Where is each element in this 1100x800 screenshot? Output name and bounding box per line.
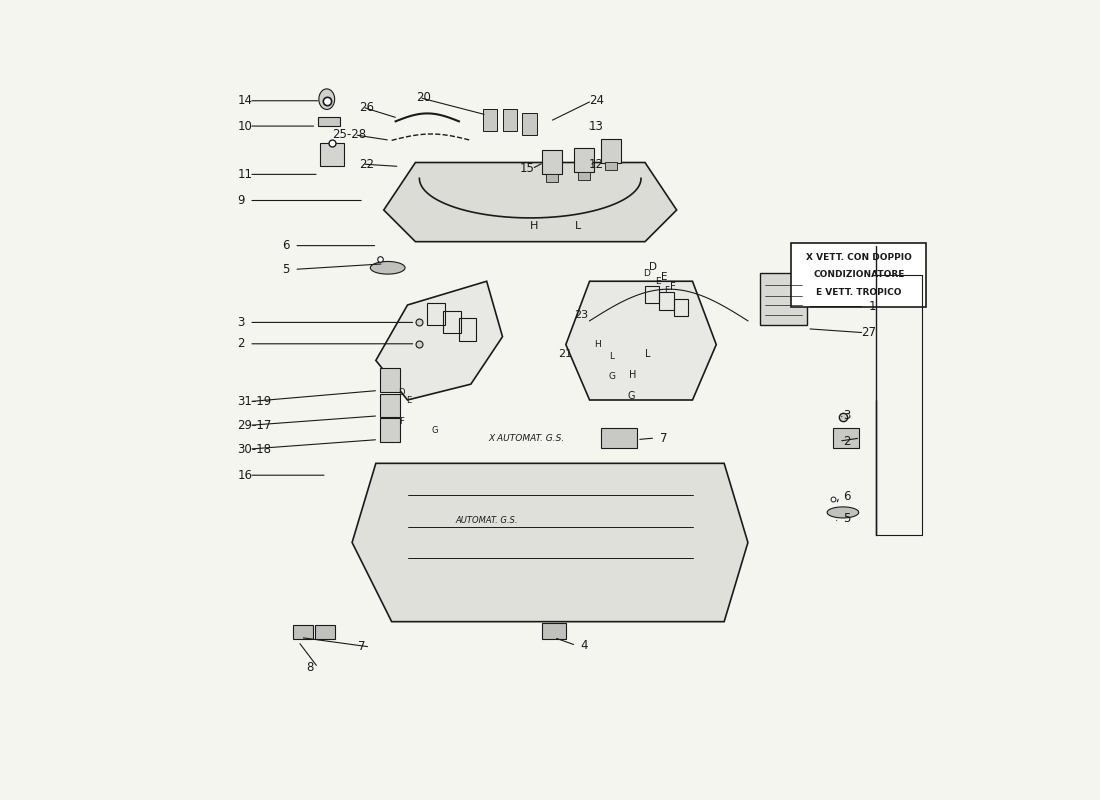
Text: F: F — [670, 282, 676, 292]
Text: E: E — [654, 277, 660, 286]
Text: 11: 11 — [238, 168, 252, 181]
Text: CONDIZIONATORE: CONDIZIONATORE — [813, 270, 904, 279]
Text: 31-19: 31-19 — [238, 395, 272, 408]
Text: 5: 5 — [844, 512, 850, 526]
Bar — [645, 286, 659, 303]
Text: E: E — [407, 395, 411, 405]
Text: 30-18: 30-18 — [238, 442, 272, 455]
Text: E VETT. TROPICO: E VETT. TROPICO — [816, 288, 902, 297]
Polygon shape — [352, 463, 748, 622]
Text: 6: 6 — [844, 490, 850, 503]
Text: L: L — [645, 349, 650, 359]
Bar — [320, 142, 344, 166]
Text: D: D — [398, 387, 405, 397]
Polygon shape — [376, 282, 503, 400]
Text: 9: 9 — [238, 194, 245, 207]
Text: 4: 4 — [581, 639, 589, 652]
Bar — [379, 394, 399, 418]
Text: 24: 24 — [588, 94, 604, 107]
Polygon shape — [384, 162, 676, 242]
Text: G: G — [628, 391, 635, 401]
Text: 6: 6 — [283, 239, 290, 252]
Bar — [315, 625, 334, 639]
Text: AUTOMAT. G.S.: AUTOMAT. G.S. — [455, 516, 518, 525]
Text: 5: 5 — [283, 263, 289, 276]
Text: H: H — [530, 221, 538, 231]
Text: 26: 26 — [360, 101, 374, 114]
Bar — [459, 318, 476, 341]
Bar — [318, 117, 340, 126]
Bar — [673, 298, 688, 316]
Text: 1: 1 — [869, 300, 877, 313]
Text: 20: 20 — [417, 91, 431, 104]
Text: G: G — [432, 426, 439, 434]
Text: 23: 23 — [574, 310, 587, 319]
Bar — [427, 302, 444, 325]
Bar — [293, 625, 312, 639]
Text: 25-28: 25-28 — [332, 128, 366, 142]
Bar — [522, 113, 537, 134]
Text: 15: 15 — [520, 162, 535, 175]
Bar — [443, 310, 461, 333]
Polygon shape — [371, 262, 405, 274]
Text: 16: 16 — [238, 469, 252, 482]
Text: L: L — [609, 352, 614, 361]
Text: 27: 27 — [861, 326, 877, 339]
Bar — [602, 428, 637, 447]
Text: 2: 2 — [238, 338, 245, 350]
Bar — [483, 109, 497, 131]
Text: 3: 3 — [844, 410, 850, 422]
Bar — [659, 292, 673, 310]
Bar — [503, 109, 517, 131]
Text: G: G — [608, 372, 615, 381]
Text: 8: 8 — [306, 661, 313, 674]
Text: E: E — [661, 271, 668, 282]
Bar — [834, 428, 859, 447]
Bar — [546, 174, 558, 182]
Text: 12: 12 — [588, 158, 604, 170]
Text: 3: 3 — [238, 316, 244, 329]
Text: H: H — [629, 370, 637, 380]
Polygon shape — [565, 282, 716, 400]
Text: D: D — [649, 262, 657, 272]
Text: X VETT. CON DOPPIO: X VETT. CON DOPPIO — [806, 253, 912, 262]
Text: 7: 7 — [660, 431, 668, 445]
Bar — [760, 274, 807, 325]
Text: 14: 14 — [238, 94, 252, 107]
Bar — [379, 368, 399, 392]
Text: 10: 10 — [238, 119, 252, 133]
Text: D: D — [644, 269, 650, 278]
Bar — [379, 418, 399, 442]
Bar — [542, 623, 565, 639]
Bar — [578, 172, 590, 180]
Polygon shape — [827, 507, 859, 518]
Bar — [542, 150, 562, 174]
Text: 21: 21 — [558, 349, 572, 359]
Bar — [605, 162, 617, 170]
Bar — [574, 148, 594, 172]
Text: F: F — [664, 286, 670, 295]
Text: F: F — [398, 417, 404, 426]
Text: 13: 13 — [588, 120, 604, 134]
Bar — [602, 138, 621, 162]
Bar — [792, 243, 926, 306]
Text: 7: 7 — [359, 641, 366, 654]
Text: 22: 22 — [360, 158, 374, 170]
Text: X AUTOMAT. G.S.: X AUTOMAT. G.S. — [488, 434, 564, 443]
Text: H: H — [594, 340, 601, 349]
Text: L: L — [574, 221, 581, 231]
Text: 29-17: 29-17 — [238, 419, 272, 432]
Polygon shape — [319, 89, 334, 110]
Text: 2: 2 — [844, 434, 850, 448]
